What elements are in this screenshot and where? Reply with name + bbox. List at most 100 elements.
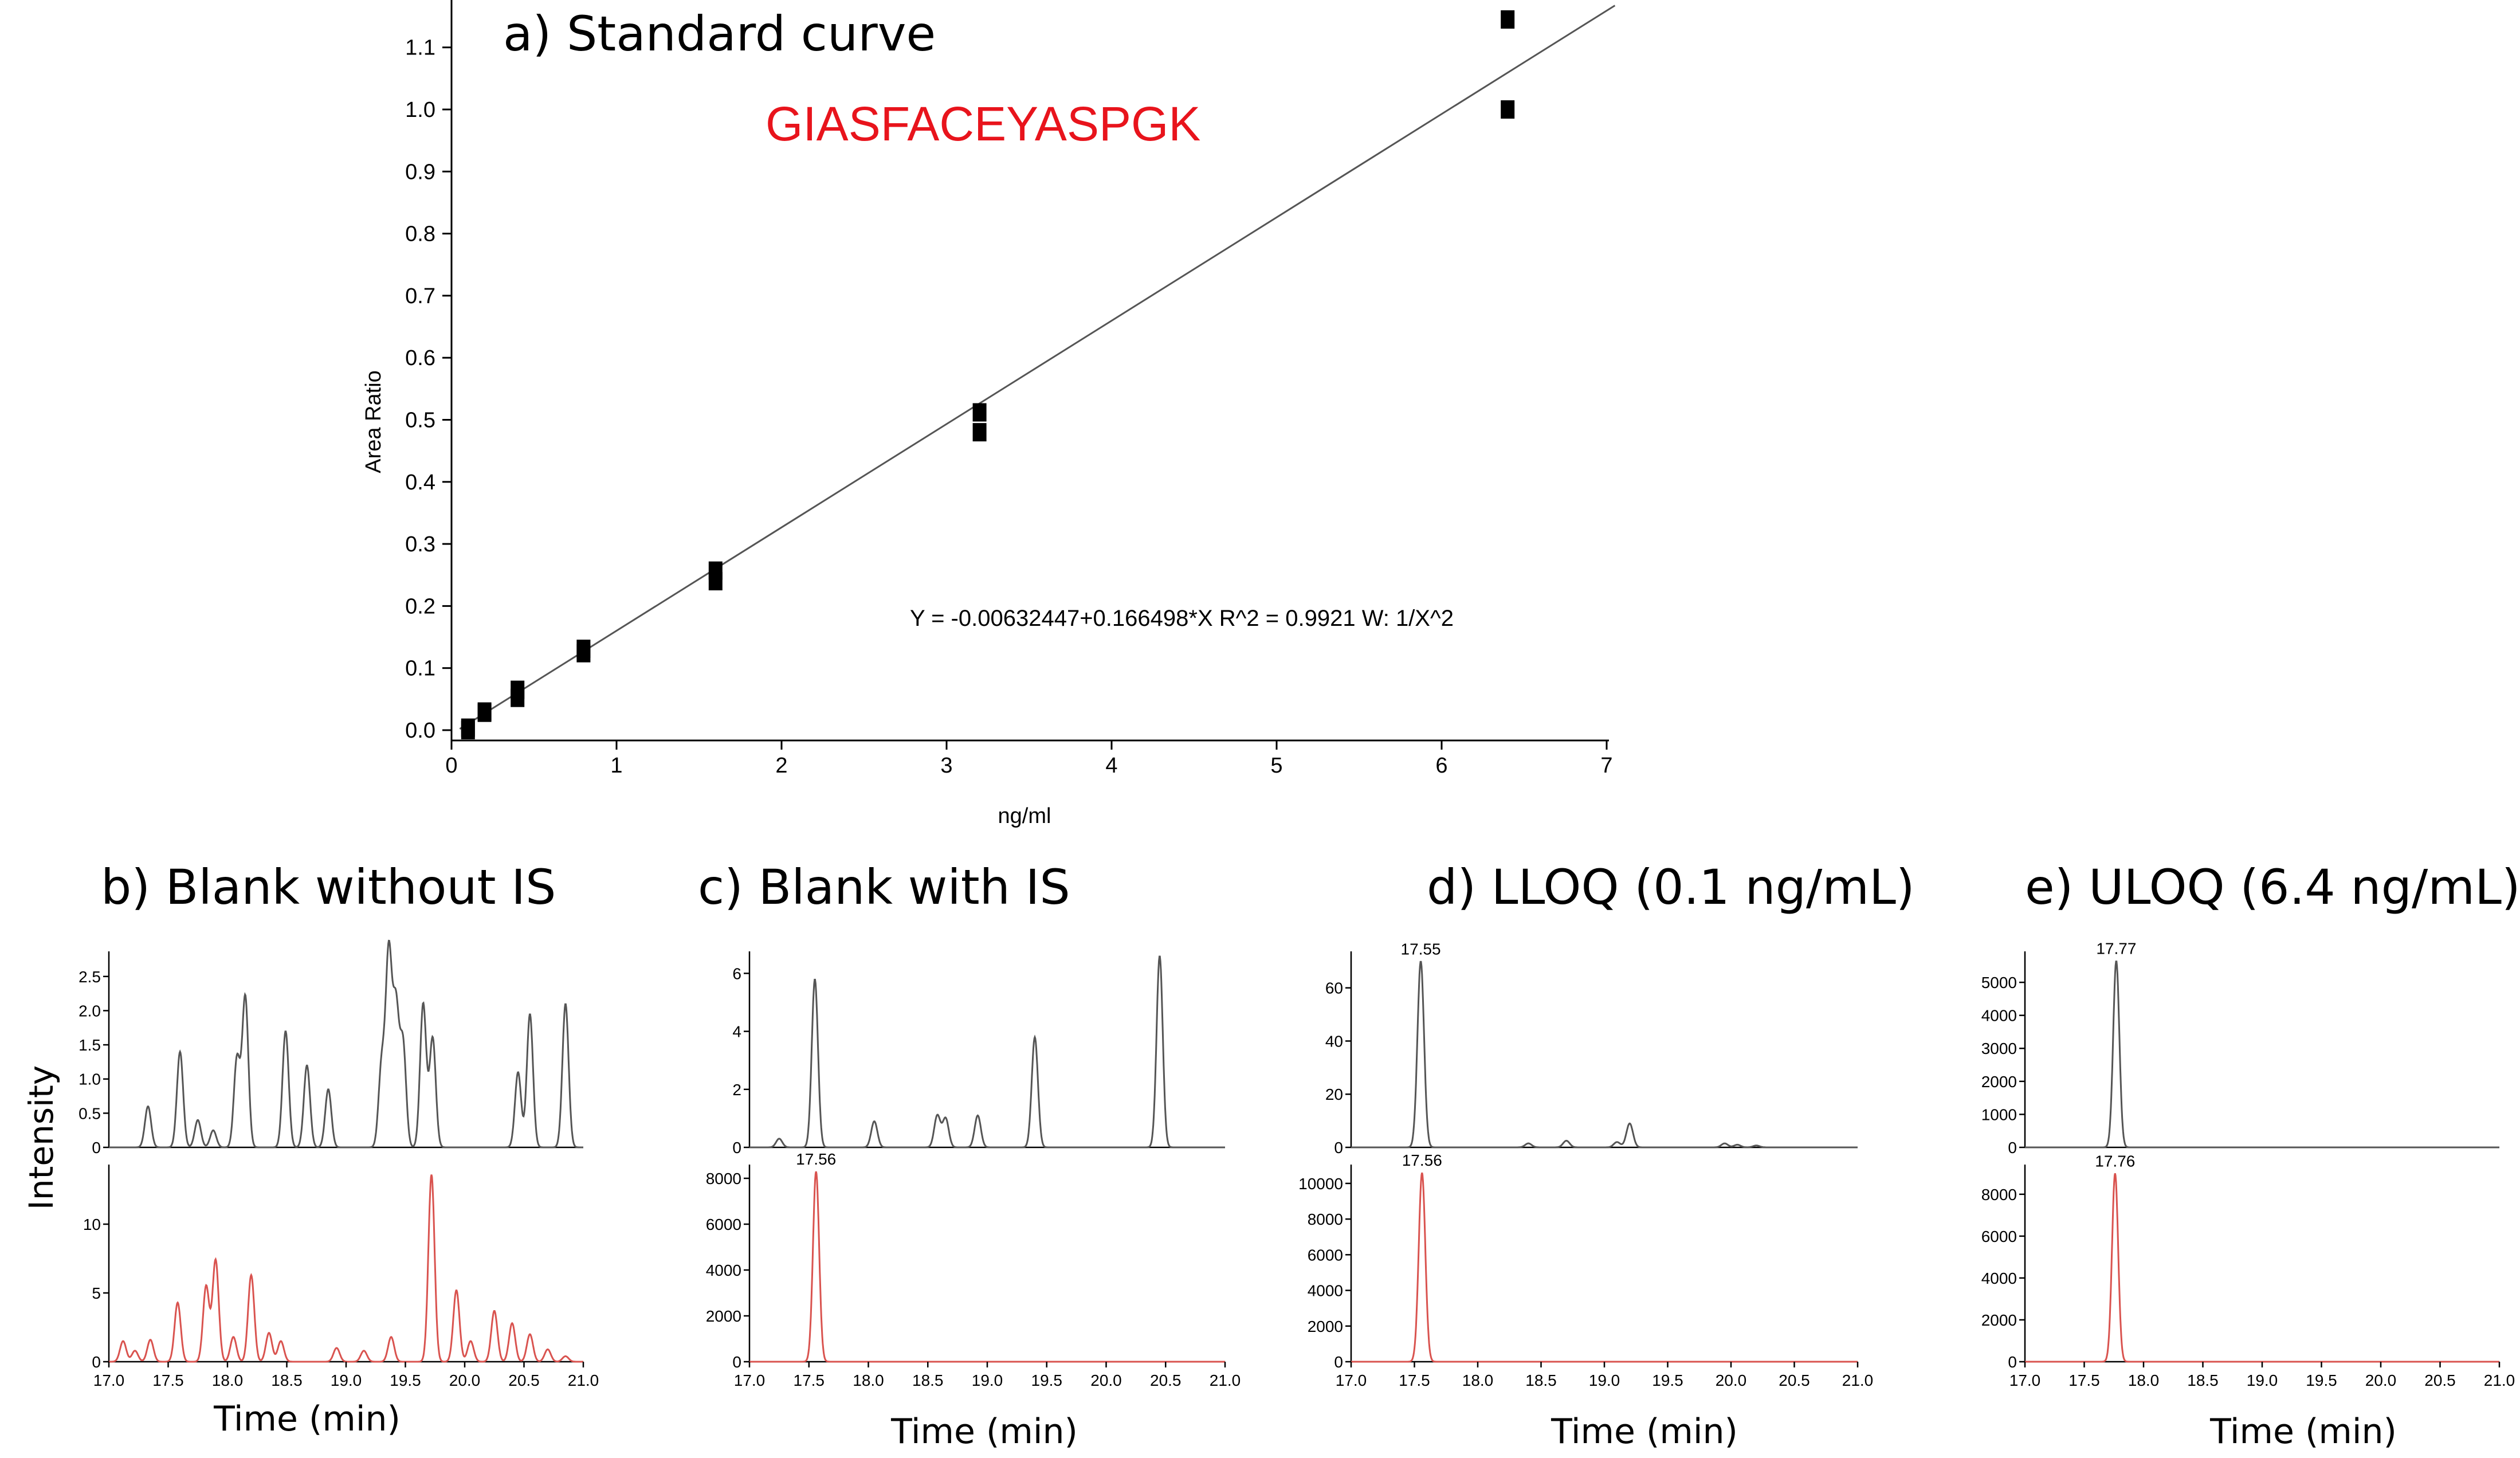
time-tick-label: 19.0 [1589,1371,1620,1389]
intensity-tick-label: 0 [2008,1139,2017,1157]
intensity-tick-label: 1.0 [78,1071,101,1088]
time-tick-label: 20.0 [449,1371,481,1389]
time-tick-label: 21.0 [2484,1371,2515,1389]
intensity-tick-label: 0 [732,1353,741,1371]
calibration-point [1501,10,1515,29]
peak-apex-label: 17.56 [796,1150,836,1168]
intensity-tick-label: 1.5 [78,1036,101,1054]
peptide-label: GIASFACEYASPGK [766,97,1200,151]
y-tick-label: 1.1 [405,36,435,60]
time-tick-label: 20.5 [2424,1371,2456,1389]
y-tick-label: 1.0 [405,98,435,122]
y-tick-label: 0.6 [405,346,435,370]
x-axis-label: ng/ml [998,804,1051,828]
y-tick-label: 0.5 [405,409,435,433]
x-tick-label: 4 [1105,754,1117,778]
intensity-tick-label: 5 [92,1284,101,1302]
blank-with-is-panel: c) Blank with IS Time (min) [698,859,1078,1452]
x-tick-label: 3 [940,754,952,778]
intensity-tick-label: 2000 [706,1307,741,1325]
intensity-tick-label: 6000 [1981,1228,2017,1245]
chromatogram-panel-c: 0 2 4 6 0 2000 4000 6000 8000 17.56 17.0 17.5 18.0 18… [706,951,1241,1389]
y-axis-label: Area Ratio [362,370,386,473]
time-tick-label: 19.5 [390,1371,421,1389]
y-tick-label: 0.3 [405,532,435,556]
time-tick-label: 17.0 [734,1371,766,1389]
regression-equation: Y = -0.00632447+0.166498*X R^2 = 0.9921 … [910,606,1454,631]
regression-line [459,5,1616,730]
standard-curve-axes: 0 1 2 3 4 5 6 7 0.0 0.1 0.2 0.3 0.4 0.5 0.6 0.7 0.8 0.9 1.… [405,0,1613,778]
intensity-tick-label: 8000 [706,1170,741,1187]
time-tick-label: 19.5 [1031,1371,1063,1389]
panel-c-x-label: Time (min) [890,1412,1078,1452]
panel-e-x-label: Time (min) [2209,1412,2397,1452]
time-tick-label: 18.0 [853,1371,884,1389]
time-tick-label: 19.0 [2247,1371,2278,1389]
time-tick-label: 18.5 [2187,1371,2219,1389]
chromatogram-panel-b: 0 0.5 1.0 1.5 2.0 2.5 0 5 10 17.0 17.5 18.0 18.5 19.0… [78,939,599,1389]
y-tick-label: 0.0 [405,719,435,743]
panel-b-title: b) Blank without IS [101,859,556,915]
peak-apex-label: 17.55 [1401,940,1441,958]
intensity-tick-label: 60 [1325,979,1343,997]
time-tick-label: 17.5 [1399,1371,1430,1389]
uloq-panel: e) ULOQ (6.4 ng/mL) Time (min) [2025,859,2520,1452]
intensity-tick-label: 2000 [1981,1073,2017,1091]
time-tick-label: 19.5 [2306,1371,2337,1389]
time-tick-label: 20.5 [1150,1371,1182,1389]
time-tick-label: 20.0 [1716,1371,1747,1389]
peak-apex-label: 17.56 [1402,1151,1442,1169]
chromatogram-panel-d: 0 20 40 60 17.55 0 2000 4000 6000 8000 10000 17.56 1… [1298,940,1873,1389]
intensity-tick-label: 10 [83,1216,101,1233]
panel-c-title: c) Blank with IS [698,859,1070,915]
time-tick-label: 19.0 [972,1371,1003,1389]
x-tick-label: 7 [1600,754,1612,778]
time-tick-label: 18.5 [271,1371,303,1389]
intensity-tick-label: 20 [1325,1085,1343,1103]
chromatogram-trace-analyte [1351,961,1858,1149]
time-tick-label: 19.0 [331,1371,362,1389]
calibration-point [511,688,525,707]
panel-d-x-label: Time (min) [1551,1412,1738,1452]
panel-b-x-label: Time (min) [213,1399,401,1439]
intensity-tick-label: 40 [1325,1032,1343,1050]
intensity-tick-label: 6000 [706,1216,741,1233]
y-tick-label: 0.4 [405,471,435,495]
time-tick-label: 17.5 [152,1371,184,1389]
intensity-tick-label: 0 [732,1139,741,1157]
blank-without-is-panel: b) Blank without IS Time (min) [101,859,556,1439]
chromatogram-trace-is [109,1174,583,1363]
calibration-points [461,10,1515,739]
time-tick-label: 18.0 [212,1371,244,1389]
x-tick-label: 0 [445,754,457,778]
chromatograms: 0 0.5 1.0 1.5 2.0 2.5 0 5 10 17.0 17.5 18.0 18.5 19.0… [78,940,2515,1389]
chromatogram-panel-e: 0 1000 2000 3000 4000 5000 17.77 0 2000 4000 6000 8… [1981,940,2515,1389]
x-tick-label: 1 [610,754,622,778]
intensity-tick-label: 0 [92,1139,101,1157]
intensity-tick-label: 0 [1334,1139,1343,1157]
intensity-tick-label: 8000 [1308,1210,1343,1228]
x-tick-label: 2 [775,754,787,778]
time-tick-label: 21.0 [568,1371,599,1389]
y-tick-label: 0.8 [405,222,435,246]
intensity-axis-label: Intensity [22,1065,61,1210]
calibration-point [708,572,723,591]
intensity-tick-label: 5000 [1981,974,2017,991]
time-tick-label: 18.5 [1525,1371,1557,1389]
intensity-tick-label: 2 [732,1081,741,1099]
calibration-point [972,423,987,442]
intensity-tick-label: 4000 [1981,1269,2017,1287]
time-tick-label: 17.5 [2068,1371,2100,1389]
intensity-tick-label: 2.0 [78,1002,101,1020]
time-tick-label: 18.5 [912,1371,944,1389]
intensity-tick-label: 2000 [1308,1318,1343,1335]
x-tick-label: 6 [1435,754,1447,778]
calibration-point [576,644,591,663]
time-tick-label: 19.5 [1652,1371,1683,1389]
chromatogram-trace-is [749,1171,1225,1363]
time-tick-label: 20.0 [2365,1371,2397,1389]
time-tick-label: 21.0 [1842,1371,1874,1389]
intensity-tick-label: 8000 [1981,1186,2017,1204]
intensity-tick-label: 4000 [1308,1282,1343,1300]
